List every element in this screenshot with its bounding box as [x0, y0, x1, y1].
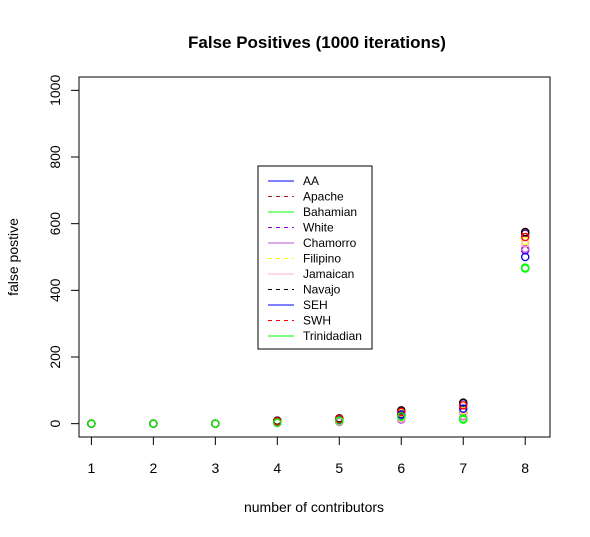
point-swh [520, 232, 530, 242]
x-tick-label: 1 [87, 460, 95, 476]
point-trinidadian [397, 412, 406, 421]
legend-label: Jamaican [303, 267, 354, 281]
x-tick-label: 8 [521, 460, 529, 476]
x-tick-label: 5 [335, 460, 343, 476]
point-trinidadian [520, 263, 530, 272]
point-seh [458, 404, 468, 413]
legend-label: Trinidadian [303, 329, 362, 343]
point-swh [458, 401, 468, 410]
point-filipino [520, 236, 530, 246]
data-points [87, 227, 530, 428]
chart-title: False Positives (1000 iterations) [188, 33, 446, 52]
y-tick-label: 0 [47, 420, 63, 428]
legend-label: Chamorro [303, 236, 357, 250]
x-tick-label: 4 [273, 460, 281, 476]
y-tick-label: 200 [47, 345, 63, 369]
x-tick-label: 3 [211, 460, 219, 476]
legend-label: Apache [303, 190, 344, 204]
y-tick-label: 400 [47, 278, 63, 302]
legend-label: AA [303, 174, 319, 188]
y-tick-label: 600 [47, 212, 63, 236]
point-trinidadian [335, 416, 344, 425]
x-tick-label: 6 [397, 460, 405, 476]
point-trinidadian [87, 419, 96, 428]
x-axis-label: number of contributors [244, 499, 384, 515]
point-trinidadian [211, 419, 220, 428]
y-axis: 0 200 400 600 800 1000 [47, 75, 80, 428]
y-tick-label: 1000 [47, 75, 63, 106]
point-navajo [458, 398, 468, 407]
x-tick-label: 7 [459, 460, 467, 476]
point-trinidadian [458, 414, 468, 423]
point-swh [397, 407, 406, 417]
x-axis: 1 2 3 4 5 6 7 8 [87, 436, 529, 476]
y-tick-label: 800 [47, 145, 63, 169]
legend-label: Filipino [303, 252, 341, 266]
y-axis-label: false postive [5, 218, 21, 296]
x-tick-label: 2 [149, 460, 157, 476]
legend-label: Bahamian [303, 205, 357, 219]
legend-label: Navajo [303, 283, 341, 297]
legend-label: White [303, 221, 334, 235]
point-trinidadian [149, 419, 158, 428]
point-seh [520, 252, 530, 262]
legend-label: SEH [303, 298, 328, 312]
legend-label: SWH [303, 314, 331, 328]
point-trinidadian [273, 418, 282, 427]
point-navajo [520, 227, 530, 237]
